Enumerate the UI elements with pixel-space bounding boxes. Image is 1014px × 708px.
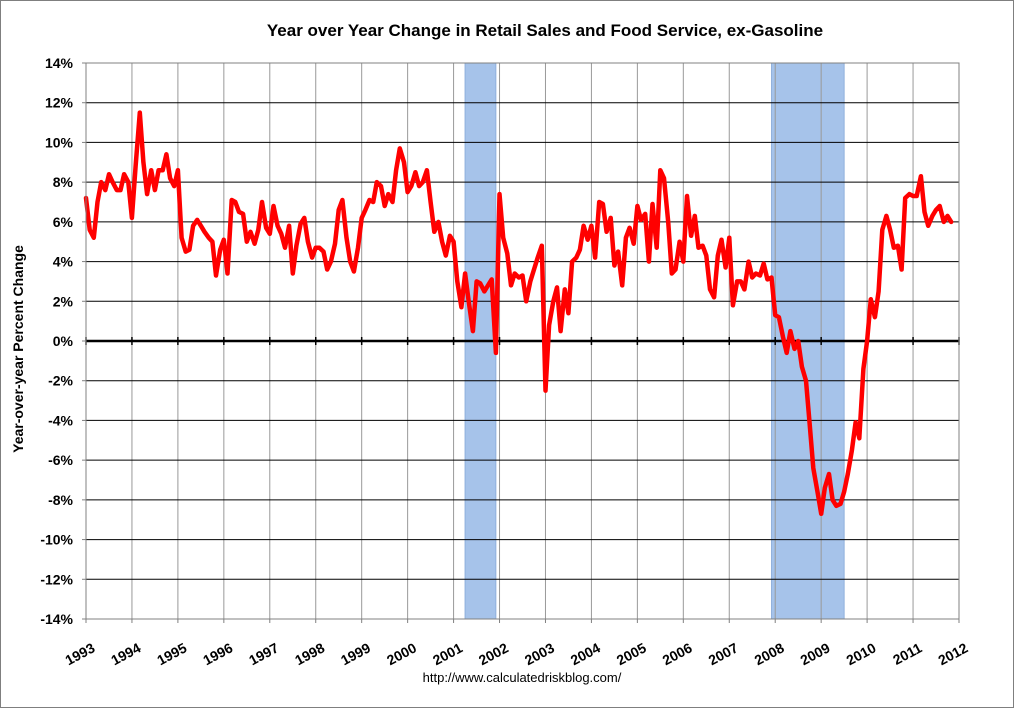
x-tick-label: 1996	[200, 639, 235, 668]
x-tick-label: 2006	[660, 639, 695, 668]
chart-title: Year over Year Change in Retail Sales an…	[267, 21, 823, 40]
y-tick-label: -8%	[48, 492, 73, 508]
x-tick-label: 1995	[154, 639, 189, 668]
y-tick-label: -12%	[40, 571, 73, 587]
y-tick-label: 12%	[45, 95, 74, 111]
x-tick-label: 2011	[890, 639, 925, 667]
y-tick-label: -6%	[48, 452, 73, 468]
source-url: http://www.calculatedriskblog.com/	[423, 670, 622, 685]
y-tick-label: 6%	[53, 214, 74, 230]
x-tick-label: 1999	[338, 639, 373, 668]
x-tick-label: 2003	[522, 639, 557, 668]
x-tick-label: 1993	[62, 639, 97, 668]
plot-border	[85, 62, 960, 620]
x-tick-label: 2010	[843, 639, 878, 668]
x-tick-label: 2001	[430, 639, 465, 668]
y-tick-label: -10%	[40, 532, 73, 548]
y-tick-label: -2%	[48, 373, 73, 389]
y-tick-label: 8%	[53, 174, 74, 190]
x-tick-label: 2005	[614, 639, 649, 668]
x-tick-label: 2004	[568, 639, 603, 668]
y-tick-label: 10%	[45, 134, 74, 150]
x-tick-label: 2009	[798, 639, 833, 668]
y-tick-label: 4%	[53, 254, 74, 270]
y-axis-title: Year-over-year Percent Change	[10, 245, 26, 453]
x-tick-label: 1998	[292, 639, 327, 668]
x-tick-label: 2008	[752, 639, 787, 668]
y-tick-label: 2%	[53, 293, 74, 309]
x-tick-label: 1997	[246, 639, 281, 668]
x-tick-label: 2012	[935, 639, 970, 668]
y-tick-label: -4%	[48, 412, 73, 428]
y-tick-label: 0%	[53, 333, 74, 349]
x-tick-label: 1994	[108, 639, 143, 668]
x-tick-label: 2002	[476, 639, 511, 668]
x-tick-label: 2007	[706, 639, 741, 668]
y-tick-label: -14%	[40, 611, 73, 627]
y-tick-label: 14%	[45, 55, 74, 71]
series-line-1	[83, 110, 954, 517]
x-tick-label: 2000	[384, 639, 419, 668]
